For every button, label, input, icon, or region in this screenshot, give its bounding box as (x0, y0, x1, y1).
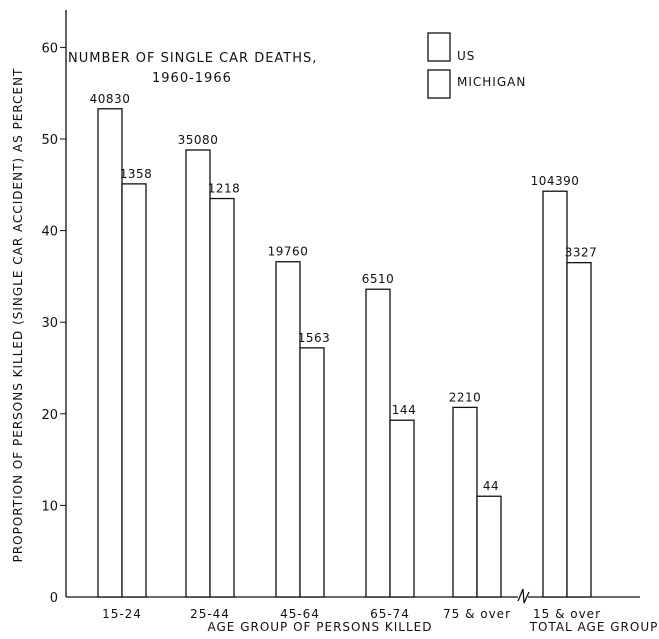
value-label-michigan-15-and-over: 3327 (565, 246, 598, 260)
y-tick-label-0: 0 (50, 591, 58, 606)
bar-us-75-and-over (452, 406, 478, 598)
x-tick-label-25-44: 25-44 (190, 607, 230, 621)
bar-us-45-64 (275, 261, 301, 598)
legend: US MICHIGAN (427, 32, 526, 99)
y-ticks: 0 10 20 30 40 50 60 (41, 41, 66, 606)
bar-michigan-45-64 (299, 347, 325, 598)
axis-break-mark (517, 588, 530, 604)
bar-michigan-15-and-over (566, 262, 592, 598)
x-tick-label-45-64: 45-64 (280, 607, 320, 621)
legend-swatch-michigan (427, 69, 451, 99)
x-tick-label-15-and-over: 15 & over (533, 607, 601, 621)
value-label-us-15-24: 40830 (90, 92, 131, 106)
bar-us-15-24 (97, 108, 123, 598)
bar-michigan-25-44 (209, 197, 235, 598)
legend-label-michigan: MICHIGAN (457, 75, 526, 89)
value-label-michigan-75-and-over: 44 (483, 479, 499, 493)
value-label-us-65-74: 6510 (362, 272, 395, 286)
x-tick-labels: 15-24 25-44 45-64 65-74 75 & over 15 & over (102, 607, 601, 621)
value-label-michigan-15-24: 1358 (120, 167, 153, 181)
y-tick-label-60: 60 (41, 41, 58, 56)
chart-title: NUMBER OF SINGLE CAR DEATHS, (68, 51, 317, 66)
bars (97, 108, 592, 598)
value-label-michigan-65-74: 144 (392, 403, 416, 417)
value-label-michigan-45-64: 1563 (298, 331, 331, 345)
value-label-michigan-25-44: 1218 (208, 182, 241, 196)
value-label-us-45-64: 19760 (268, 245, 309, 259)
bar-michigan-75-and-over (476, 495, 502, 598)
total-age-group-label: TOTAL AGE GROUP (529, 620, 659, 634)
y-tick-label-50: 50 (41, 133, 58, 148)
value-label-us-75-and-over: 2210 (449, 390, 482, 404)
value-label-us-25-44: 35080 (178, 133, 219, 147)
value-labels: 40830 1358 35080 1218 19760 1563 6510 144 2210 44… (90, 92, 598, 493)
legend-label-us: US (457, 49, 475, 63)
x-tick-label-75-and-over: 75 & over (443, 607, 511, 621)
bar-us-65-74 (365, 288, 391, 598)
x-tick-label-15-24: 15-24 (102, 607, 142, 621)
bar-michigan-15-24 (121, 183, 147, 598)
value-label-us-15-and-over: 104390 (531, 174, 580, 188)
x-tick-label-65-74: 65-74 (370, 607, 410, 621)
axis-break-zigzag (517, 588, 530, 604)
bar-michigan-65-74 (389, 419, 415, 598)
y-axis-title: PROPORTION OF PERSONS KILLED (SINGLE CAR… (11, 68, 25, 563)
y-tick-label-10: 10 (41, 499, 58, 514)
y-tick-label-20: 20 (41, 408, 58, 423)
x-axis-title: AGE GROUP OF PERSONS KILLED (208, 620, 433, 634)
y-tick-label-40: 40 (41, 225, 58, 240)
y-tick-label-30: 30 (41, 316, 58, 331)
bar-us-15-and-over (542, 190, 568, 598)
legend-swatch-us (427, 32, 451, 62)
bar-us-25-44 (185, 149, 211, 598)
chart-subtitle: 1960-1966 (152, 71, 232, 86)
